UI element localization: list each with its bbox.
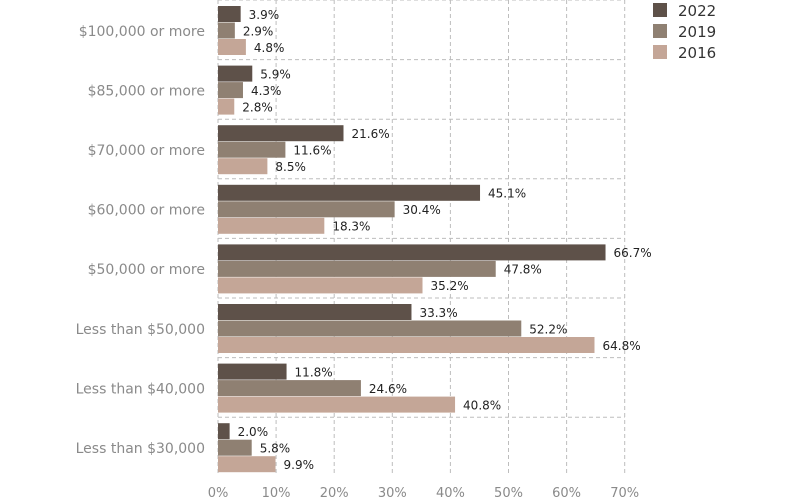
category-label: Less than $50,000 bbox=[76, 322, 205, 338]
bar-2022 bbox=[218, 6, 241, 22]
x-tick-label: 60% bbox=[552, 486, 581, 500]
data-label: 11.8% bbox=[295, 365, 333, 379]
bar-2019 bbox=[218, 260, 496, 277]
bar-2019 bbox=[218, 141, 286, 158]
x-tick-label: 70% bbox=[610, 486, 639, 500]
category-label: Less than $30,000 bbox=[76, 441, 205, 457]
data-label: 52.2% bbox=[529, 322, 567, 336]
x-tick-label: 50% bbox=[494, 486, 523, 500]
category-label: $85,000 or more bbox=[88, 83, 205, 99]
bar-2019 bbox=[218, 439, 252, 456]
data-label: 5.8% bbox=[260, 441, 291, 455]
data-label: 30.4% bbox=[403, 203, 441, 217]
category-labels: $100,000 or more $85,000 or more $70,000 o… bbox=[76, 24, 205, 457]
data-label: 2.9% bbox=[243, 24, 274, 38]
category-label: $60,000 or more bbox=[88, 203, 205, 219]
category-label: $50,000 or more bbox=[88, 262, 205, 278]
bar-2016 bbox=[218, 277, 423, 294]
bar-2016 bbox=[218, 158, 268, 175]
x-axis-ticks: 0% 10% 20% 30% 40% 50% 60% 70% bbox=[208, 486, 639, 500]
data-label: 21.6% bbox=[351, 127, 389, 141]
category-label: $100,000 or more bbox=[79, 24, 205, 40]
labels-layer: 3.9% 2.9% 4.8% 5.9% 4.3% 2.8% 21.6% 11.6% 8.5% 45… bbox=[238, 8, 652, 472]
data-label: 18.3% bbox=[332, 220, 370, 234]
legend-swatch-2022 bbox=[653, 3, 667, 17]
data-label: 8.5% bbox=[275, 160, 306, 174]
data-label: 33.3% bbox=[419, 306, 457, 320]
bar-2022 bbox=[218, 125, 344, 142]
data-label: 24.6% bbox=[369, 382, 407, 396]
data-label: 9.9% bbox=[284, 458, 315, 472]
data-label: 3.9% bbox=[249, 8, 280, 22]
legend-label-2019: 2019 bbox=[678, 23, 716, 41]
legend-label-2022: 2022 bbox=[678, 2, 716, 20]
bars-layer bbox=[218, 6, 606, 473]
x-tick-label: 30% bbox=[378, 486, 407, 500]
bar-2016 bbox=[218, 337, 595, 353]
data-label: 4.8% bbox=[254, 41, 285, 55]
bar-2016 bbox=[218, 39, 246, 55]
bar-2019 bbox=[218, 82, 243, 99]
bar-2019 bbox=[218, 22, 235, 39]
category-label: Less than $40,000 bbox=[76, 381, 205, 397]
bar-2022 bbox=[218, 304, 412, 320]
legend-swatch-2019 bbox=[653, 24, 667, 38]
legend-swatch-2016 bbox=[653, 45, 667, 59]
legend-label-2016: 2016 bbox=[678, 44, 716, 62]
bar-2019 bbox=[218, 320, 522, 337]
bar-2019 bbox=[218, 380, 361, 397]
x-tick-label: 10% bbox=[262, 486, 291, 500]
data-label: 40.8% bbox=[463, 398, 501, 412]
legend: 2022 2019 2016 bbox=[653, 2, 716, 62]
data-label: 4.3% bbox=[251, 84, 282, 98]
x-tick-label: 20% bbox=[320, 486, 349, 500]
data-label: 11.6% bbox=[293, 143, 331, 157]
x-tick-label: 40% bbox=[436, 486, 465, 500]
bar-2016 bbox=[218, 396, 456, 413]
bar-2016 bbox=[218, 217, 325, 234]
bar-2022 bbox=[218, 184, 481, 201]
data-label: 2.8% bbox=[242, 100, 273, 114]
data-label: 47.8% bbox=[504, 263, 542, 277]
x-tick-label: 0% bbox=[208, 486, 229, 500]
bar-2016 bbox=[218, 98, 235, 115]
data-label: 35.2% bbox=[431, 279, 469, 293]
bar-2022 bbox=[218, 363, 287, 380]
bar-2022 bbox=[218, 423, 230, 440]
bar-2016 bbox=[218, 456, 276, 473]
bar-2019 bbox=[218, 201, 395, 218]
category-label: $70,000 or more bbox=[88, 143, 205, 159]
data-label: 66.7% bbox=[614, 246, 652, 260]
data-label: 45.1% bbox=[488, 187, 526, 201]
bar-2022 bbox=[218, 244, 606, 261]
data-label: 5.9% bbox=[260, 67, 291, 81]
bar-2022 bbox=[218, 65, 253, 82]
data-label: 64.8% bbox=[602, 339, 640, 353]
data-label: 2.0% bbox=[238, 425, 269, 439]
